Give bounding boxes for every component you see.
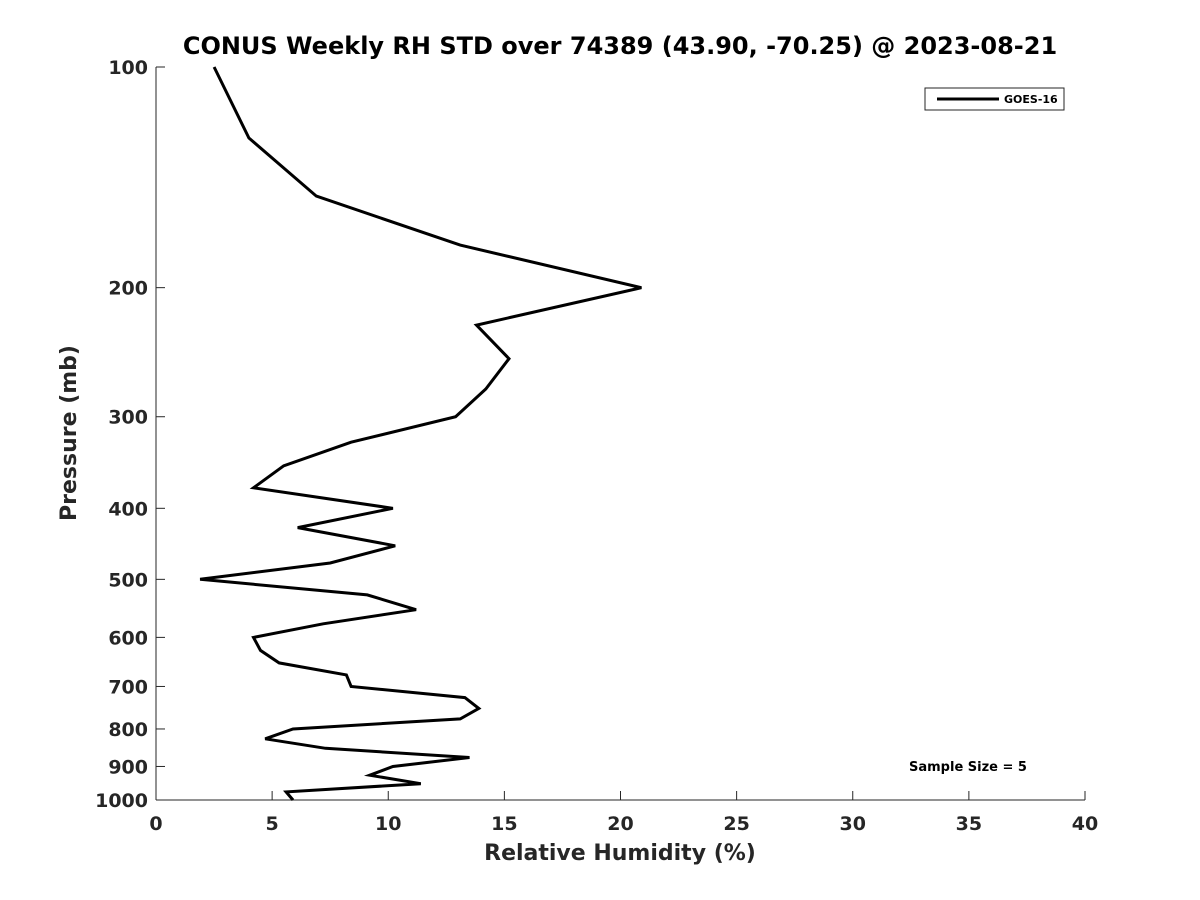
y-tick-label: 500 [108,569,148,591]
x-tick-label: 30 [840,813,866,835]
sample-size-annotation: Sample Size = 5 [909,760,1027,775]
y-tick-label: 1000 [95,790,148,812]
x-tick-label: 15 [491,813,517,835]
y-tick-label: 400 [108,498,148,520]
y-axis-label: Pressure (mb) [57,345,82,521]
chart-title: CONUS Weekly RH STD over 74389 (43.90, -… [183,32,1057,60]
y-tick-label: 700 [108,676,148,698]
x-tick-label: 35 [956,813,982,835]
series-layer [199,66,642,801]
x-axis-label: Relative Humidity (%) [484,841,756,866]
y-tick-label: 800 [108,719,148,741]
x-tick-label: 0 [149,813,162,835]
legend: GOES-16 [924,87,1065,111]
x-tick-label: 40 [1072,813,1098,835]
axes: 0 5 10 15 20 25 30 35 40 100 200 300 400 500 600 700 800… [95,57,1098,835]
y-tick-label: 900 [108,756,148,778]
y-tick-label: 100 [108,57,148,79]
x-tick-label: 10 [375,813,401,835]
y-tick-label: 200 [108,278,148,300]
y-tick-label: 300 [108,407,148,429]
x-tick-label: 20 [607,813,633,835]
legend-label: GOES-16 [1004,93,1058,106]
y-tick-label: 600 [108,627,148,649]
x-tick-label: 5 [266,813,279,835]
series-line-goes-16 [199,66,642,801]
x-tick-label: 25 [723,813,749,835]
